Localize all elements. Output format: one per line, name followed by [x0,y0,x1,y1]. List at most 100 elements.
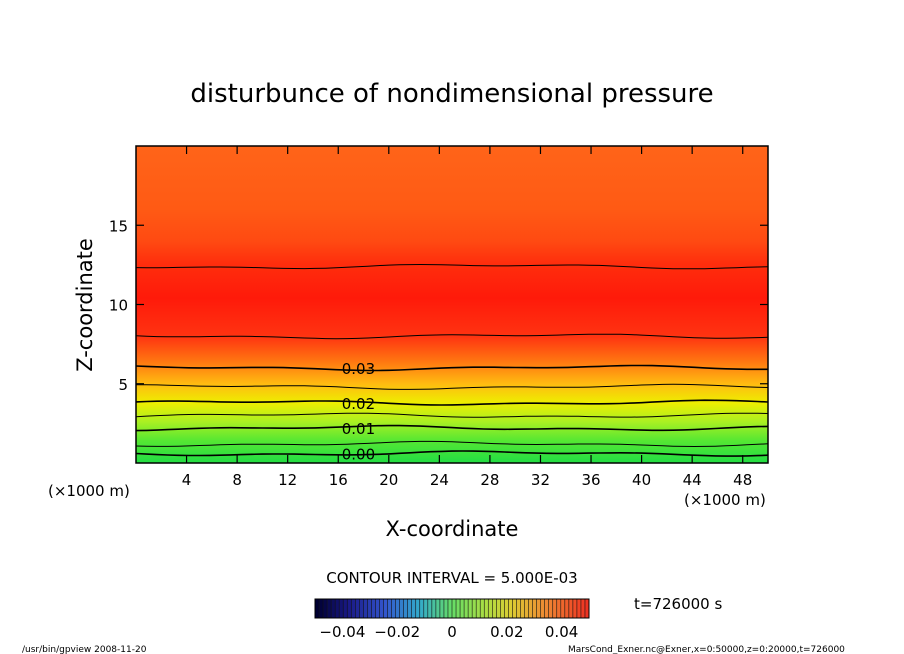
colorbar-cell [359,599,364,618]
colorbar-cell [572,599,578,618]
colorbar-cell [339,599,344,618]
colorbar-cell [363,599,368,618]
colorbar-cell [447,599,453,618]
colorbar-cell [435,599,441,618]
contour-label: 0.00 [342,445,375,463]
colorbar-cell [319,599,324,618]
colorbar-cell [395,599,400,618]
colorbar-cell [536,599,541,618]
colorbar-cell [315,599,320,618]
colorbar-cell [355,599,360,618]
colorbar-cell [323,599,328,618]
colorbar-cell [540,599,545,618]
contour-line [136,383,769,390]
colorbar-tick-label: 0.04 [545,623,578,641]
colorbar-cell [564,599,570,618]
colorbar-cell [383,599,388,618]
time-label: t=726000 s [634,595,722,613]
colorbar-cell [343,599,348,618]
contour-label: 0.01 [342,420,375,438]
colorbar-cell [508,599,513,618]
contour-line [135,440,769,448]
contour-line [135,364,768,372]
contour-line [135,450,769,457]
contour-interval: CONTOUR INTERVAL = 5.000E-03 [326,569,577,587]
x-ticks: 4 8 12 16 20 24 28 32 36 40 44 48 [182,146,752,489]
colorbar-cell [439,599,445,618]
colorbar-cell [548,599,554,618]
colorbar-cell [335,599,340,618]
colorbar-cell [568,599,574,618]
x-tick-label: 48 [733,471,752,489]
x-tick-label: 8 [232,471,242,489]
x-tick-label: 40 [632,471,651,489]
colorbar-cell [528,599,533,618]
colorbar-cell [452,599,457,618]
contour-line [135,399,769,406]
colorbar-cell [584,599,590,618]
colorbar-cell [552,599,558,618]
contour-lines: 0.00 0.01 0.02 0.03 [135,263,769,463]
chart-title: disturbunce of nondimensional pressure [190,79,713,109]
colorbar-cell [476,599,481,618]
colorbar-cell [512,599,517,618]
colorbar-cell [351,599,356,618]
colorbar-cell [484,599,489,618]
colorbar-cell [556,599,562,618]
x-tick-label: 44 [683,471,702,489]
colorbar-frame [314,598,590,619]
x-unit-right: (×1000 m) [684,491,766,509]
colorbar-cell [371,599,376,618]
colorbar-cell [496,599,501,618]
x-unit-left: (×1000 m) [48,482,130,500]
colorbar-cell [427,599,433,618]
colorbar-cell [500,599,505,618]
colorbar-cell [423,599,429,618]
colorbar-cell [520,599,525,618]
y-tick-label: 10 [109,297,128,315]
colorbar-cell [460,599,465,618]
colorbar-tick-label: 0 [447,623,457,641]
heatmap-field [136,146,768,463]
colorbar-tick-label: −0.02 [374,623,420,641]
colorbar-cell [347,599,352,618]
y-tick-label: 5 [118,376,128,394]
colorbar-cell [375,599,380,618]
colorbar-ticks: −0.04 −0.02 0 0.02 0.04 [319,623,578,641]
contour-line [135,424,769,432]
colorbar-cell [331,599,336,618]
x-tick-label: 4 [182,471,192,489]
colorbar-cell [391,599,396,618]
colorbar-cell [492,599,497,618]
colorbar-cell [560,599,566,618]
colorbar-tick-label: 0.02 [490,623,523,641]
colorbar-cell [411,599,417,618]
colorbar-cell [387,599,392,618]
colorbar-cell [367,599,372,618]
colorbar-cell [576,599,582,618]
colorbar-cell [464,599,469,618]
x-tick-label: 20 [379,471,398,489]
y-tick-label: 15 [109,217,128,235]
colorbar-cell [379,599,384,618]
contour-label: 0.02 [342,395,375,413]
colorbar-cell [516,599,521,618]
x-tick-label: 12 [278,471,297,489]
colorbar-cell [532,599,537,618]
y-ticks: 5 10 15 [109,217,768,394]
colorbar-cell [456,599,461,618]
contour-line [135,263,769,270]
x-axis-label: X-coordinate [386,517,519,541]
colorbar-cell [488,599,493,618]
colorbar-cell [443,599,449,618]
footer-left: /usr/bin/gpview 2008-11-20 [22,645,147,654]
colorbar-cell [468,599,473,618]
y-axis-label: Z-coordinate [73,238,97,372]
colorbar-cell [327,599,332,618]
colorbar-cell [524,599,529,618]
colorbar-cell [504,599,509,618]
contour-line [135,412,769,418]
x-tick-label: 32 [531,471,550,489]
colorbar-cell [580,599,586,618]
